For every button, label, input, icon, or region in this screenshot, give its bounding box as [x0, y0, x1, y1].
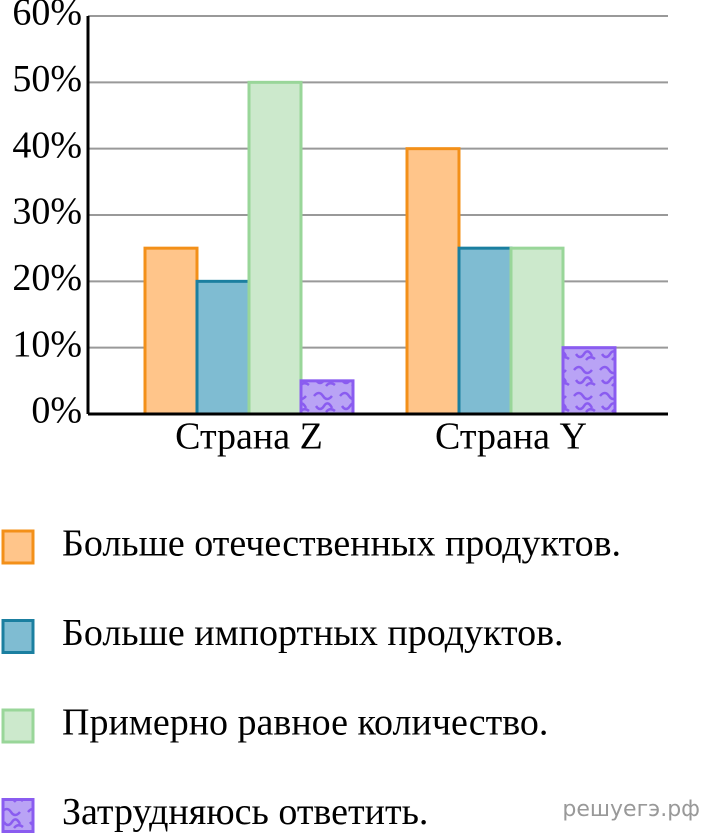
x-tick-label: Страна Z: [175, 416, 323, 458]
bar: [405, 147, 461, 416]
watermark: решуегэ.рф: [562, 797, 700, 822]
y-tick-label: 60%: [12, 0, 82, 34]
legend-swatch: [1, 619, 35, 654]
legend-label: Примерно равное количество.: [62, 702, 548, 744]
bar: [299, 379, 355, 416]
legend-swatch: [1, 529, 35, 565]
legend-label: Больше импортных продуктов.: [62, 612, 564, 654]
x-tick-label: Страна Y: [435, 416, 587, 458]
bar: [561, 346, 617, 416]
y-tick-label: 0%: [31, 390, 82, 432]
bar: [509, 246, 565, 416]
bar: [195, 279, 251, 416]
legend-swatch: [1, 708, 35, 744]
y-tick-label: 50%: [12, 58, 82, 100]
legend-label: Больше отечественных продуктов.: [62, 523, 621, 565]
y-tick-label: 40%: [12, 124, 82, 166]
y-tick-label: 10%: [12, 323, 82, 365]
y-tick-label: 30%: [12, 191, 82, 233]
y-tick-label: 20%: [12, 257, 82, 299]
bar: [457, 246, 513, 416]
legend-swatch: [1, 798, 35, 833]
legend-label: Затрудняюсь ответить.: [62, 791, 428, 833]
bar: [143, 246, 199, 416]
bar: [247, 80, 303, 416]
